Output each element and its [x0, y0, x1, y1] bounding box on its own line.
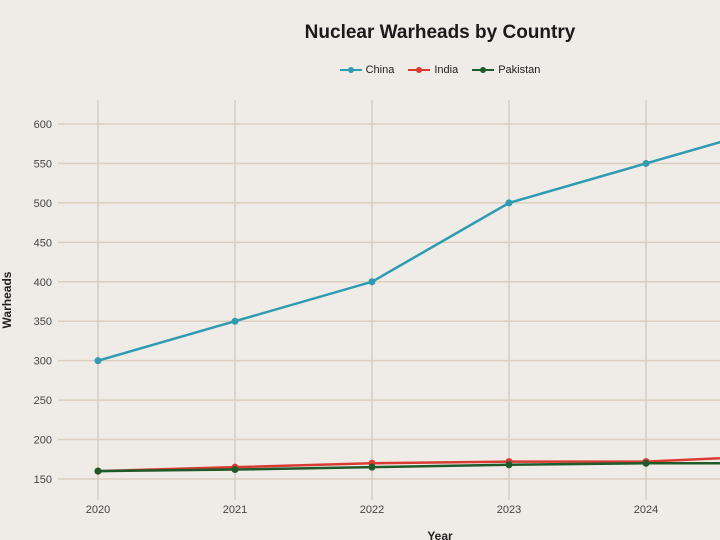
y-tick-label: 150	[34, 474, 52, 486]
legend-swatch-icon	[408, 67, 431, 73]
y-tick-label: 550	[34, 158, 52, 170]
data-point	[642, 459, 650, 467]
series-line	[97, 456, 720, 473]
legend-item-pakistan: Pakistan	[472, 64, 540, 76]
y-tick-label: 500	[34, 198, 52, 210]
series-china	[94, 140, 720, 365]
data-point	[642, 159, 650, 167]
legend-label: Pakistan	[498, 64, 541, 76]
chart-title: Nuclear Warheads by Country	[304, 22, 576, 43]
series-line	[97, 140, 720, 362]
legend-label: India	[434, 64, 459, 76]
y-tick-label: 600	[34, 119, 52, 131]
data-point	[505, 199, 513, 207]
y-tick-label: 450	[34, 237, 52, 249]
legend: China India Pakistan	[0, 64, 720, 76]
x-tick-label: 2021	[223, 504, 247, 516]
data-point	[368, 278, 376, 286]
y-tick-label: 250	[34, 395, 52, 407]
data-point	[231, 317, 239, 325]
data-point	[94, 357, 102, 365]
y-tick-label: 400	[34, 277, 52, 289]
y-axis-label: Warheads	[0, 271, 14, 328]
x-tick-label: 2020	[86, 504, 110, 516]
legend-swatch-icon	[339, 67, 362, 73]
y-tick-label: 200	[34, 435, 52, 447]
x-tick-label: 2022	[360, 504, 384, 516]
series-line	[97, 461, 720, 473]
data-point	[94, 467, 102, 475]
y-tick-label: 350	[34, 316, 52, 328]
y-tick-label: 300	[34, 356, 52, 368]
legend-swatch-icon	[472, 67, 495, 73]
data-point	[368, 463, 376, 471]
series-pakistan	[94, 459, 720, 475]
data-point	[231, 466, 239, 474]
legend-label: China	[365, 64, 395, 76]
legend-item-china: China	[339, 64, 395, 76]
data-point	[505, 461, 513, 469]
x-tick-label: 2023	[497, 504, 521, 516]
legend-item-india: India	[408, 64, 458, 76]
x-tick-label: 2024	[634, 504, 658, 516]
x-axis-label: Year	[427, 529, 453, 540]
